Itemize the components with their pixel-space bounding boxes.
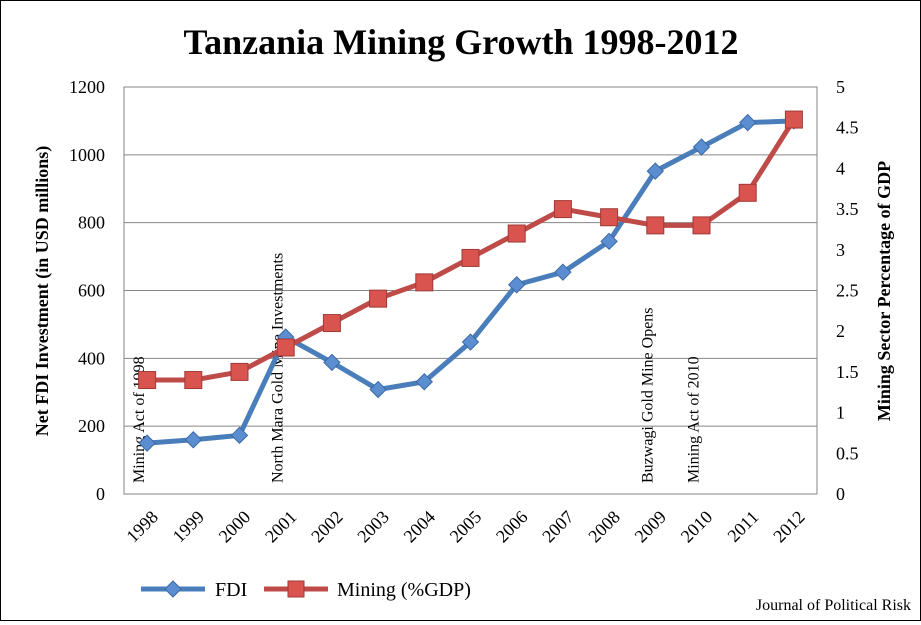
left-tick-label: 200 [78,416,105,436]
data-point [646,162,665,180]
x-tick-label: 2010 [677,507,717,547]
x-tick-label: 2012 [769,507,809,547]
data-point [461,248,480,267]
x-tick-label: 2003 [353,507,393,547]
right-tick-label: 1.5 [836,362,859,382]
data-point [323,353,341,372]
x-tick-label: 2000 [215,507,255,547]
x-tick-label: 2002 [307,507,347,547]
legend-marker [164,580,182,598]
data-point [369,380,387,399]
event-annotations: Mining Act of 1998 North Mara Gold Mine I… [131,253,702,483]
right-tick-label: 5 [836,77,845,97]
legend-label: Mining (%GDP) [337,579,471,601]
annotation-label: Mining Act of 2010 [686,356,703,483]
right-tick-label: 3.5 [836,199,859,219]
data-point [461,333,480,351]
legend: FDI Mining (%GDP) [141,579,471,601]
chart-title: Tanzania Mining Growth 1998-2012 [183,22,738,62]
x-tick-label: 2005 [446,507,486,547]
data-point [415,373,434,391]
legend-marker [287,580,305,598]
x-tick-label: 2011 [723,507,762,546]
data-point [738,183,757,202]
data-point [415,273,434,292]
x-tick-label: 1998 [122,507,162,547]
plot-area-border [123,86,818,495]
data-point [692,216,711,235]
left-tick-label: 600 [78,281,105,301]
gridlines [124,154,817,427]
x-tick-label: 2004 [400,507,440,547]
data-point [369,289,388,308]
data-point [184,431,203,449]
left-tick-label: 0 [96,484,105,504]
right-axis-ticks: 0 0.5 1 1.5 2 2.5 3 3.5 4 4.5 5 [836,77,859,504]
x-tick-label: 2006 [492,507,532,547]
x-tick-label: 2001 [261,507,301,547]
right-tick-label: 4.5 [836,118,859,138]
right-tick-label: 0.5 [836,443,859,463]
data-point [646,216,665,235]
right-tick-label: 1 [836,403,845,423]
annotation-label: Buzwagi Gold Mine Opens [639,307,656,483]
data-point [507,224,526,243]
data-point [276,338,295,357]
right-tick-label: 0 [836,484,845,504]
left-tick-label: 1000 [69,145,105,165]
series-layer [138,110,803,452]
annotation-label: North Mara Gold Mine Investments [270,253,287,483]
data-point [138,371,157,390]
right-tick-label: 2.5 [836,281,859,301]
source-credit: Journal of Political Risk [756,597,911,614]
data-point [184,371,203,390]
right-tick-label: 4 [836,158,845,178]
left-tick-label: 800 [78,213,105,233]
x-tick-label: 2009 [631,507,671,547]
data-point [738,113,757,132]
left-axis-ticks: 0 200 400 600 800 1000 1200 [69,77,105,504]
left-axis-title: Net FDI Investment (in USD millions) [32,146,53,437]
left-tick-label: 400 [78,348,105,368]
data-point [230,362,249,381]
data-point [692,138,711,156]
right-axis-title: Mining Sector Percentage of GDP [874,161,894,421]
data-point [507,276,526,294]
right-tick-label: 3 [836,240,845,260]
legend-label: FDI [215,579,247,601]
x-tick-label: 1999 [169,507,209,547]
data-point [322,314,341,333]
data-point [230,426,249,445]
data-point [600,208,619,227]
data-point [138,434,156,452]
data-point [784,110,803,129]
x-axis-ticks: 1998 1999 2000 2001 2002 2003 2004 2005 2006 2007… [122,507,808,547]
data-point [554,263,572,281]
data-point [553,200,572,219]
x-tick-label: 2008 [584,507,624,547]
right-tick-label: 2 [836,321,845,341]
data-point [600,232,618,251]
x-tick-label: 2007 [538,507,578,547]
left-tick-label: 1200 [69,77,105,97]
